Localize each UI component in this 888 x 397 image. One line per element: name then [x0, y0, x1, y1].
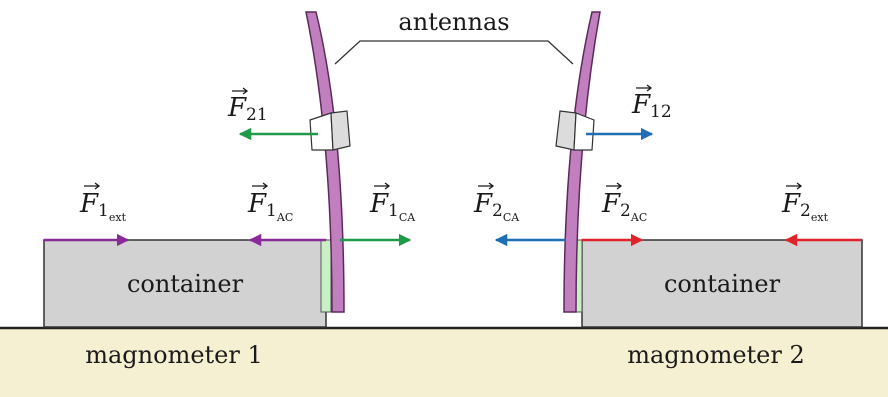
clamp-left-back: [330, 110, 351, 151]
svg-text:F21: F21: [227, 93, 268, 125]
label-F2ext: F2ext: [781, 182, 829, 224]
container-right: [581, 239, 863, 328]
antennas-label: antennas: [398, 8, 509, 36]
label-F21: F21: [227, 87, 268, 125]
svg-text:F2CA: F2CA: [473, 189, 520, 224]
svg-text:F2ext: F2ext: [781, 189, 829, 224]
ground-base: [0, 328, 888, 397]
container-left-label: container: [127, 270, 244, 298]
svg-text:F1CA: F1CA: [369, 189, 416, 224]
vector-arrow-icon: [84, 182, 101, 190]
container-left: [43, 239, 327, 328]
svg-text:F12: F12: [631, 90, 672, 122]
magnometer-2-label: magnometer 2: [627, 341, 805, 369]
container-right-label: container: [664, 270, 781, 298]
label-F2AC: F2AC: [601, 182, 647, 224]
vector-arrow-icon: [636, 84, 653, 92]
vector-arrow-icon: [606, 182, 623, 190]
vector-arrow-icon: [786, 182, 803, 190]
vector-arrow-icon: [478, 182, 495, 190]
svg-text:F1AC: F1AC: [247, 189, 293, 224]
magnometer-1-label: magnometer 1: [85, 341, 263, 369]
antenna-left: [305, 11, 345, 313]
svg-text:F1ext: F1ext: [79, 189, 127, 224]
label-F12: F12: [631, 84, 672, 122]
vector-arrow-icon: [374, 182, 391, 190]
vector-arrow-icon: [252, 182, 269, 190]
label-F1AC: F1AC: [247, 182, 293, 224]
label-F1CA: F1CA: [369, 182, 416, 224]
label-F2CA: F2CA: [473, 182, 520, 224]
svg-text:F2AC: F2AC: [601, 189, 647, 224]
clamp-left: [309, 112, 334, 151]
vector-arrow-icon: [232, 87, 249, 95]
antenna-right: [563, 11, 601, 313]
magnet-left: [320, 239, 332, 313]
label-F1ext: F1ext: [79, 182, 127, 224]
antennas-callout: [334, 40, 574, 65]
clamp-right-front: [573, 112, 595, 151]
clamp-right: [555, 110, 577, 151]
